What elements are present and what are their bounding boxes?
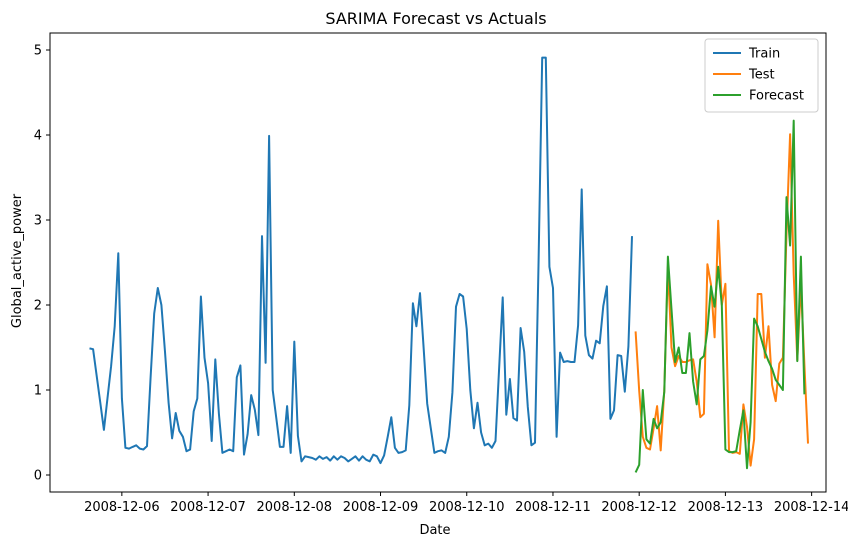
series-line-forecast xyxy=(634,119,806,473)
x-tick-label: 2008-12-14 xyxy=(774,500,848,515)
plot-frame xyxy=(49,32,827,493)
x-axis-label: Date xyxy=(419,523,450,538)
y-tick-label: 5 xyxy=(34,44,42,59)
legend: Train Test Forecast xyxy=(704,38,819,113)
legend-label-train: Train xyxy=(748,47,780,62)
x-tick-label: 2008-12-11 xyxy=(515,500,591,515)
y-tick-label: 1 xyxy=(34,384,42,399)
legend-label-test: Test xyxy=(748,68,775,83)
x-tick-label: 2008-12-09 xyxy=(343,500,419,515)
series-line-train xyxy=(89,56,633,465)
legend-label-forecast: Forecast xyxy=(749,89,804,104)
y-tick-label: 0 xyxy=(34,469,42,484)
axes: 0 1 2 3 4 5 2008-12-06 2008-12-07 2008-12-08 2008… xyxy=(34,32,848,515)
chart-title: SARIMA Forecast vs Actuals xyxy=(325,9,546,28)
x-tick-label: 2008-12-10 xyxy=(429,500,505,515)
x-tick-label: 2008-12-12 xyxy=(601,500,677,515)
x-tick-label: 2008-12-13 xyxy=(688,500,764,515)
y-tick-label: 2 xyxy=(34,299,42,314)
y-axis-label: Global_active_power xyxy=(10,193,25,328)
legend-box xyxy=(704,38,819,113)
x-tick-label: 2008-12-08 xyxy=(257,500,333,515)
y-tick-label: 4 xyxy=(34,129,42,144)
y-tick-label: 3 xyxy=(34,214,42,229)
plot-area xyxy=(89,56,809,473)
x-tick-label: 2008-12-07 xyxy=(170,500,246,515)
x-tick-label: 2008-12-06 xyxy=(84,500,160,515)
